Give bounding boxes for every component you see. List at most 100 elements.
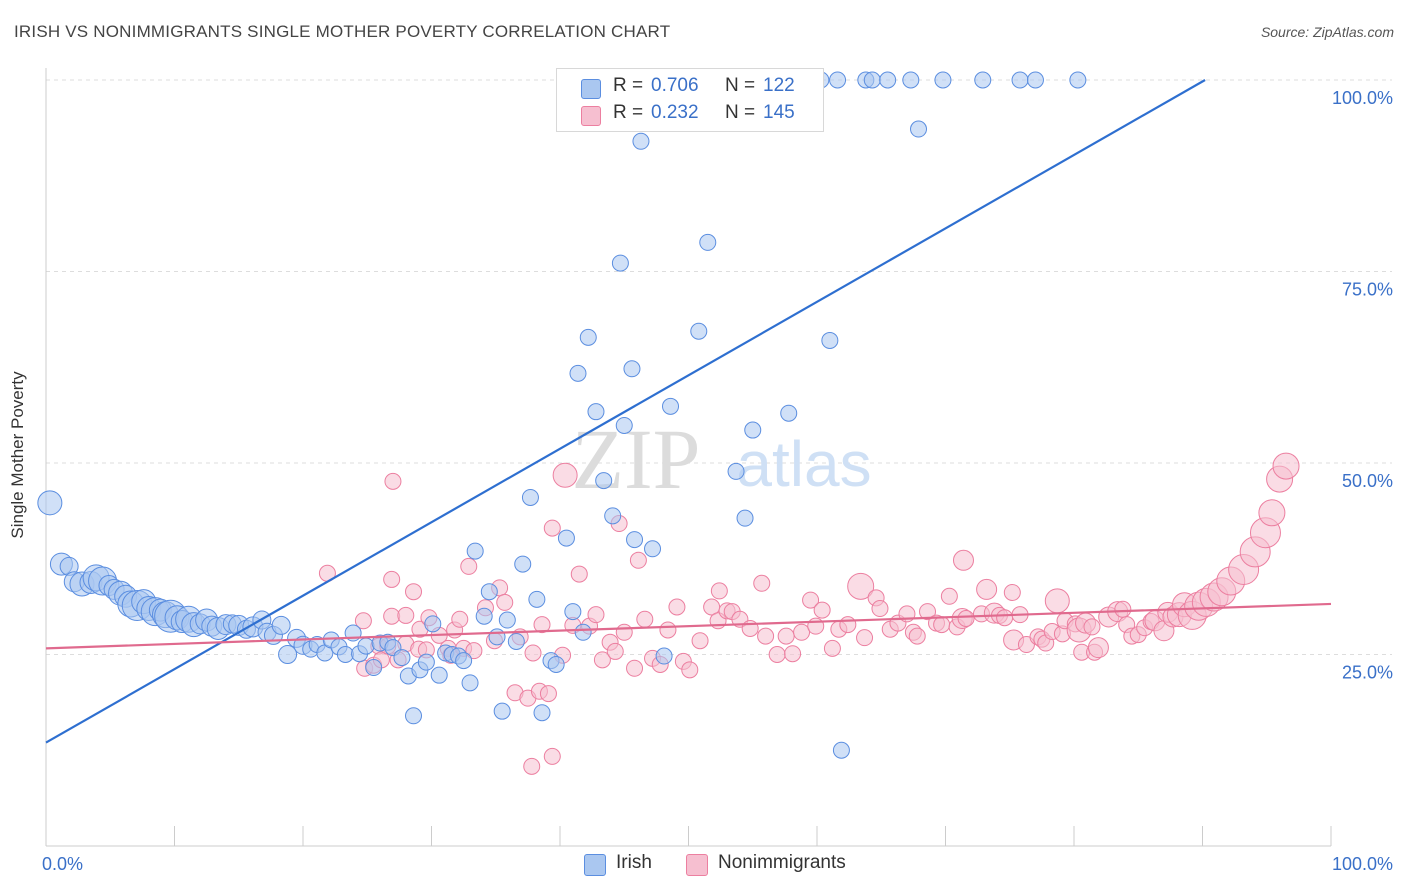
irish-point [475,607,493,625]
irish-point [271,615,291,635]
nonimmigrants-point [465,642,483,660]
nonimmigrants-point [976,578,998,600]
nonimmigrants-point [524,644,542,662]
irish-point [662,397,680,415]
irish-point [528,590,546,608]
nonimmigrants-point [802,591,820,609]
irish-point [655,647,673,665]
irish-r-value: 0.706 [651,75,699,96]
irish-point [780,404,798,422]
irish-point [533,704,551,722]
y-tick-label: 75.0% [1342,280,1393,300]
nonimmigrants-point [691,632,709,650]
nonimmigrants-point [753,574,771,592]
correlation-legend: R = 0.706 N = 122 R = 0.232 N = 145 [556,68,824,132]
nonimmigrants-point [681,661,699,679]
nonimmigrants-point [405,583,423,601]
nonimmigrants-point [539,685,557,703]
nonimmigrants-point [871,600,889,618]
irish-point [690,322,708,340]
nonimmigrants-trend-line [45,602,1332,650]
nonimmigrants-point [593,651,611,669]
grid-lines [46,79,1392,655]
irish-point [821,331,839,349]
nonimmigrants-point [1044,588,1070,614]
y-axis-label-text: Single Mother Poverty [8,371,27,539]
bottom-nonimmigrants-swatch [686,854,708,876]
nonimmigrants-point [996,609,1014,627]
irish-point [430,666,448,684]
irish-point [507,632,525,650]
nonimmigrants-point [856,629,874,647]
irish-point [910,120,928,138]
nonimmigrants-point [397,606,415,624]
nonimmigrants-point [957,609,975,627]
nonimmigrants-point [777,627,795,645]
irish-trend-line [45,79,1206,744]
nonimmigrants-points [318,452,1300,775]
nonimmigrants-point [933,616,951,634]
irish-point [393,649,411,667]
irish-point [744,421,762,439]
nonimmigrants-point [839,616,857,634]
irish-swatch [581,79,601,99]
irish-point [461,674,479,692]
nonimmigrants-point [659,621,677,639]
irish-point [736,509,754,527]
irish-point [488,628,506,646]
irish-point [615,416,633,434]
irish-point [611,254,629,272]
nonimmigrants-point [823,639,841,657]
irish-point [879,71,897,89]
nonimmigrants-point [587,606,605,624]
irish-point [569,364,587,382]
irish-r-label: R = [613,75,644,96]
irish-point [727,462,745,480]
x-tick-label-min: 0.0% [42,854,83,874]
nonimmigrants-point [533,616,551,634]
irish-point [357,637,375,655]
nonimmigrants-point [384,472,402,490]
nonimmigrants-swatch [581,106,601,126]
nonimmigrants-point [543,519,561,537]
irish-point [574,623,592,641]
nonimmigrants-point [710,582,728,600]
x-tick-label-max: 100.0% [1332,854,1393,874]
bottom-irish-label: Irish [616,852,652,873]
nonimmigrants-point [1087,637,1109,659]
irish-point [626,531,644,549]
nonimmigrants-point [1083,618,1101,636]
nonimmigrants-r-value: 0.232 [651,102,699,123]
watermark-zip: ZIP [572,411,701,507]
irish-point [405,707,423,725]
nonimmigrants-point [570,565,588,583]
irish-point [417,653,435,671]
bottom-irish-swatch [584,854,606,876]
nonimmigrants-point [354,612,372,630]
irish-point [934,71,952,89]
nonimmigrants-point [543,747,561,765]
irish-point [514,555,532,573]
irish-point [1011,71,1029,89]
axes [45,68,1332,847]
nonimmigrants-point [757,627,775,645]
nonimmigrants-point [952,549,974,571]
irish-point [579,328,597,346]
nonimmigrants-point [1272,452,1300,480]
watermark-atlas: atlas [736,428,871,500]
y-tick-label: 100.0% [1332,88,1393,108]
irish-point [365,659,383,677]
nonimmigrants-point [383,607,401,625]
irish-point [604,507,622,525]
irish-point [521,488,539,506]
irish-point [699,233,717,251]
nonimmigrants-n-label: N = [725,102,756,123]
irish-point [587,403,605,421]
nonimmigrants-point [919,603,937,621]
irish-point [37,490,63,516]
trend-lines [45,79,1332,744]
irish-n-value: 122 [763,75,795,96]
irish-point [832,741,850,759]
nonimmigrants-point [460,557,478,575]
